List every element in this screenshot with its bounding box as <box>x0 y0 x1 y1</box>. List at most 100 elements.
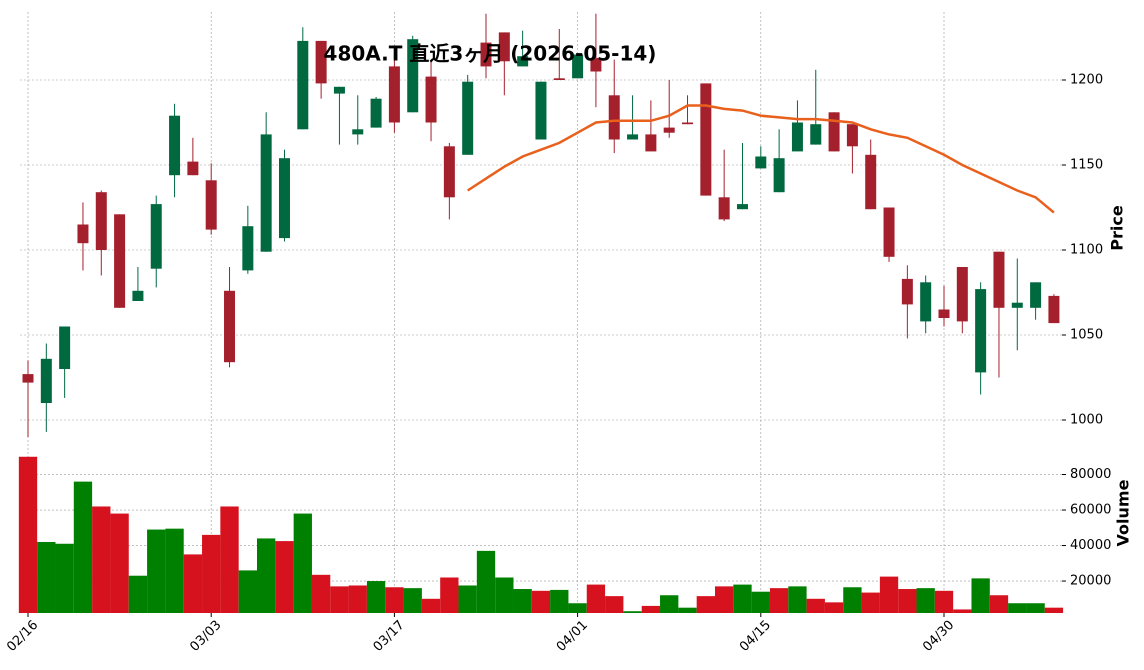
volume-bar <box>916 588 935 613</box>
candle-body <box>572 54 584 79</box>
candle-body <box>443 146 455 198</box>
volume-bar <box>293 513 312 613</box>
candle-body <box>517 56 529 67</box>
candle-body <box>901 278 913 305</box>
volume-bar <box>843 587 862 613</box>
volume-bar <box>605 596 624 613</box>
volume-bar <box>55 543 74 613</box>
volume-bar <box>934 590 954 613</box>
candle-body <box>956 267 968 322</box>
x-tick-label: 03/17 <box>371 618 408 655</box>
candle-body <box>77 224 89 244</box>
volume-bar <box>531 590 551 613</box>
ma-layer <box>466 104 1055 214</box>
volume-bar <box>788 586 807 613</box>
volume-bar <box>183 554 203 613</box>
candle-body <box>315 40 327 84</box>
y-tick-label: 1000 <box>1070 413 1103 428</box>
volume-bar <box>550 589 569 613</box>
volume-tick-label: 20000 <box>1070 574 1111 589</box>
volume-bar <box>348 585 367 613</box>
volume-bar <box>898 589 917 613</box>
volume-tick-label: 60000 <box>1070 503 1111 518</box>
candle-body <box>1030 282 1042 308</box>
volume-bar <box>110 513 129 613</box>
candle-body <box>169 115 181 176</box>
candle-body <box>59 326 71 369</box>
volume-bar <box>861 592 880 613</box>
candle-body <box>480 42 492 67</box>
candle-body <box>920 282 932 322</box>
candle-body <box>224 290 236 363</box>
volume-bar <box>953 609 972 613</box>
volume-bar <box>18 456 38 613</box>
volume-bar <box>733 584 752 613</box>
volume-bar <box>641 605 661 613</box>
volume-bar <box>202 534 221 613</box>
volume-bar <box>1026 603 1045 613</box>
volume-tick-label: 80000 <box>1070 467 1111 482</box>
volume-bar <box>660 595 679 613</box>
volume-layer <box>18 456 1064 613</box>
y-tick-label: 1200 <box>1070 73 1103 88</box>
candle-body <box>352 129 364 135</box>
candle-body <box>333 86 345 94</box>
volume-bar <box>165 528 184 613</box>
price-axis-label: Price <box>1108 205 1127 251</box>
volume-bar <box>586 584 606 613</box>
candle-body <box>773 158 785 193</box>
volume-bar <box>458 585 477 613</box>
volume-bar <box>568 603 587 613</box>
y-tick-label: 1150 <box>1070 158 1103 173</box>
x-tick-label: 03/03 <box>187 618 224 655</box>
candle-body <box>535 81 547 140</box>
chart-title: 480A.T 直近3ヶ月 (2026-05-14) <box>324 42 657 66</box>
volume-bar <box>769 588 789 613</box>
candle-body <box>22 374 34 383</box>
candle-body <box>810 124 822 145</box>
volume-bar <box>421 598 441 613</box>
volume-bar <box>495 577 514 613</box>
volume-bar <box>366 581 386 613</box>
volume-bar <box>678 607 697 613</box>
volume-bar <box>440 577 459 613</box>
volume-bar <box>257 538 276 613</box>
volume-bar <box>989 595 1009 613</box>
candle-body <box>242 226 254 271</box>
candle-body <box>150 204 162 269</box>
volume-bar <box>128 575 148 613</box>
candle-body <box>132 290 144 301</box>
volume-bar <box>715 586 734 613</box>
candle-body <box>883 207 895 257</box>
candle-body <box>718 197 730 220</box>
volume-bar <box>92 506 111 613</box>
volume-bar <box>403 588 422 613</box>
volume-bar <box>751 591 770 613</box>
moving-average-line <box>466 104 1055 214</box>
volume-bar <box>311 574 331 613</box>
volume-bar <box>1008 603 1027 613</box>
volume-bar <box>513 589 532 613</box>
candle-body <box>975 289 987 373</box>
volume-bar <box>1044 607 1064 613</box>
candle-body <box>590 57 602 72</box>
candle-body <box>462 81 474 155</box>
candle-body <box>95 192 107 250</box>
volume-bar <box>971 578 990 613</box>
y-tick-label: 1050 <box>1070 328 1103 343</box>
candle-body <box>205 180 217 230</box>
candle-body <box>865 154 877 210</box>
volume-bar <box>73 481 93 613</box>
volume-bar <box>806 598 825 613</box>
candle-body <box>297 40 309 130</box>
volume-bar <box>623 611 642 613</box>
candle-body <box>498 32 510 62</box>
candle-body <box>553 78 565 80</box>
volume-bar <box>275 541 294 613</box>
candle-body <box>755 156 767 169</box>
candle-body <box>187 161 199 176</box>
candle-body <box>846 124 858 147</box>
candle-body <box>736 204 748 210</box>
x-tick-label: 04/01 <box>554 618 591 655</box>
volume-bar <box>824 602 844 613</box>
